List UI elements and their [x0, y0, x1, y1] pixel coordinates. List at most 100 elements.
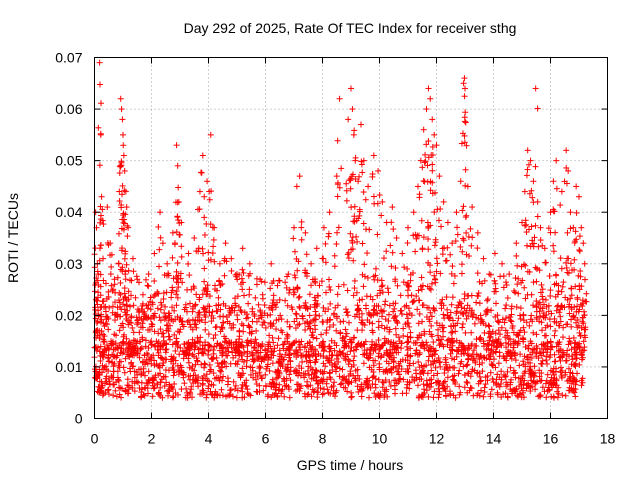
data-point: [421, 328, 428, 335]
data-point: [464, 389, 471, 396]
data-point: [282, 297, 289, 304]
data-point: [336, 95, 343, 102]
data-point: [502, 373, 509, 380]
data-point: [347, 348, 354, 355]
data-point: [537, 393, 544, 400]
data-point: [451, 364, 458, 371]
data-point: [431, 307, 438, 314]
data-point: [326, 348, 333, 355]
data-point: [158, 376, 165, 383]
data-point: [125, 267, 132, 274]
data-point: [337, 318, 344, 325]
data-point: [277, 312, 284, 319]
data-point: [419, 246, 426, 253]
data-point: [415, 320, 422, 327]
data-point: [343, 180, 350, 187]
data-point: [140, 365, 147, 372]
data-point: [466, 345, 473, 352]
data-point: [162, 303, 169, 310]
data-point: [180, 323, 187, 330]
data-point: [333, 342, 340, 349]
data-point: [124, 376, 131, 383]
data-point: [520, 324, 527, 331]
data-point: [201, 232, 208, 239]
data-point: [319, 255, 326, 262]
data-point: [239, 245, 246, 252]
data-point: [320, 390, 327, 397]
data-point: [159, 362, 166, 369]
data-point: [212, 324, 219, 331]
x-tick-label: 14: [486, 431, 502, 447]
data-point: [474, 292, 481, 299]
data-point: [385, 360, 392, 367]
data-point: [333, 173, 340, 180]
data-point: [428, 280, 435, 287]
data-point: [510, 287, 517, 294]
data-point: [518, 385, 525, 392]
data-point: [217, 367, 224, 374]
data-point: [533, 353, 540, 360]
data-point: [449, 294, 456, 301]
data-point: [535, 243, 542, 250]
data-point: [435, 385, 442, 392]
data-point: [317, 352, 324, 359]
data-point: [362, 196, 369, 203]
data-point: [579, 303, 586, 310]
data-point: [173, 142, 180, 149]
data-point: [246, 291, 253, 298]
data-point: [440, 328, 447, 335]
data-point: [111, 281, 118, 288]
data-point: [504, 394, 511, 401]
data-point: [200, 387, 207, 394]
data-point: [413, 235, 420, 242]
data-point: [462, 119, 469, 126]
data-point: [531, 363, 538, 370]
data-point: [550, 365, 557, 372]
data-point: [217, 313, 224, 320]
data-point: [306, 353, 313, 360]
data-point: [157, 209, 164, 216]
data-point: [439, 341, 446, 348]
data-point: [344, 351, 351, 358]
data-point: [335, 283, 342, 290]
data-point: [561, 304, 568, 311]
data-point: [406, 385, 413, 392]
data-point: [452, 379, 459, 386]
data-point: [240, 344, 247, 351]
data-point: [574, 370, 581, 377]
data-point: [539, 293, 546, 300]
data-point: [241, 379, 248, 386]
data-point: [428, 380, 435, 387]
data-point: [295, 294, 302, 301]
data-point: [218, 368, 225, 375]
data-point: [467, 384, 474, 391]
data-point: [557, 346, 564, 353]
data-point: [298, 218, 305, 225]
data-point: [126, 365, 133, 372]
data-point: [410, 298, 417, 305]
x-tick-label: 12: [429, 431, 445, 447]
data-point: [460, 203, 467, 210]
data-point: [391, 377, 398, 384]
data-point: [406, 310, 413, 317]
data-point: [474, 245, 481, 252]
data-point: [449, 335, 456, 342]
data-point: [576, 246, 583, 253]
data-point: [228, 255, 235, 262]
data-point: [427, 269, 434, 276]
data-point: [331, 252, 338, 259]
data-point: [105, 288, 112, 295]
data-point: [547, 287, 554, 294]
data-point: [492, 330, 499, 337]
data-point: [157, 326, 164, 333]
data-point: [360, 385, 367, 392]
data-point: [170, 275, 177, 282]
data-point: [552, 271, 559, 278]
data-point: [195, 346, 202, 353]
data-point: [249, 352, 256, 359]
data-point: [435, 326, 442, 333]
data-point: [201, 278, 208, 285]
data-point: [301, 374, 308, 381]
data-point: [319, 341, 326, 348]
data-point: [187, 372, 194, 379]
